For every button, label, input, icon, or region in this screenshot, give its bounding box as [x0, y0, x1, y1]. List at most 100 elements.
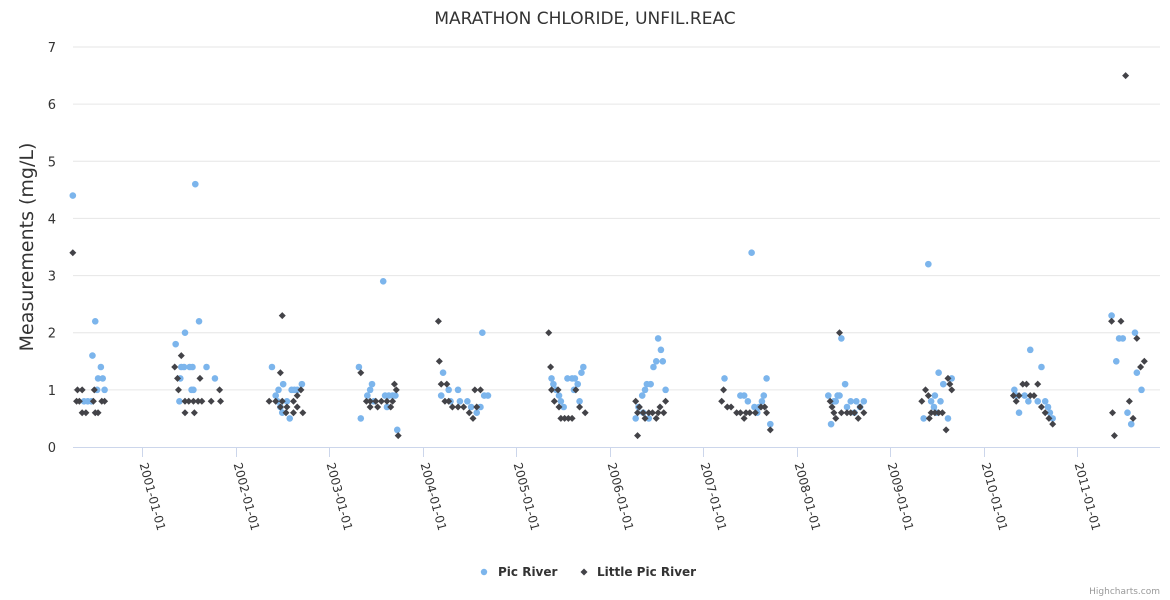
data-point[interactable] — [272, 392, 280, 399]
data-point[interactable] — [390, 380, 398, 388]
data-point[interactable] — [638, 392, 646, 399]
data-point[interactable] — [195, 317, 203, 325]
data-point[interactable] — [935, 409, 943, 417]
data-point[interactable] — [476, 386, 484, 394]
data-point[interactable] — [190, 409, 198, 417]
data-point[interactable] — [174, 374, 182, 382]
data-point[interactable] — [276, 369, 284, 377]
data-point[interactable] — [1119, 335, 1127, 342]
data-point[interactable] — [847, 409, 855, 417]
data-point[interactable] — [387, 403, 395, 411]
data-point[interactable] — [1125, 397, 1133, 405]
data-point[interactable] — [935, 369, 942, 377]
data-point[interactable] — [366, 386, 374, 394]
data-point[interactable] — [456, 397, 464, 405]
data-point[interactable] — [1117, 317, 1125, 325]
data-point[interactable] — [298, 380, 306, 388]
data-point[interactable] — [1023, 380, 1031, 388]
data-point[interactable] — [1127, 420, 1135, 428]
credits-link[interactable]: Highcharts.com — [1089, 587, 1160, 597]
data-point[interactable] — [838, 335, 845, 342]
data-point[interactable] — [939, 380, 947, 388]
data-point[interactable] — [557, 414, 565, 422]
data-point[interactable] — [181, 329, 189, 337]
data-point[interactable] — [548, 375, 555, 382]
data-point[interactable] — [548, 386, 556, 394]
data-point[interactable] — [850, 409, 858, 417]
data-point[interactable] — [454, 403, 462, 411]
data-point[interactable] — [393, 426, 401, 434]
data-point[interactable] — [1012, 397, 1020, 405]
data-point[interactable] — [293, 392, 301, 400]
data-point[interactable] — [1025, 397, 1032, 405]
data-point[interactable] — [293, 386, 301, 394]
data-point[interactable] — [190, 386, 197, 394]
data-point[interactable] — [645, 415, 653, 422]
data-point[interactable] — [574, 380, 582, 388]
data-point[interactable] — [177, 352, 185, 360]
data-point[interactable] — [659, 357, 667, 365]
data-point[interactable] — [645, 409, 653, 417]
data-point[interactable] — [654, 409, 662, 417]
data-point[interactable] — [1131, 329, 1139, 337]
data-point[interactable] — [217, 397, 225, 405]
data-point[interactable] — [948, 386, 956, 394]
data-point[interactable] — [389, 397, 397, 405]
data-point[interactable] — [854, 414, 862, 422]
data-point[interactable] — [766, 426, 774, 434]
data-point[interactable] — [477, 403, 484, 411]
data-point[interactable] — [555, 392, 563, 399]
data-point[interactable] — [1019, 380, 1027, 388]
data-point[interactable] — [364, 392, 371, 399]
data-point[interactable] — [920, 415, 927, 422]
data-point[interactable] — [293, 403, 301, 411]
data-point[interactable] — [203, 363, 210, 371]
data-point[interactable] — [656, 403, 664, 411]
data-point[interactable] — [550, 380, 557, 388]
data-point[interactable] — [1044, 403, 1052, 411]
data-point[interactable] — [78, 409, 86, 417]
data-point[interactable] — [1133, 334, 1141, 342]
data-point[interactable] — [484, 392, 492, 399]
data-point[interactable] — [571, 375, 579, 382]
data-point[interactable] — [286, 415, 294, 422]
data-point[interactable] — [718, 397, 726, 405]
data-point[interactable] — [1011, 386, 1018, 394]
data-point[interactable] — [372, 397, 380, 405]
data-point[interactable] — [357, 415, 365, 422]
data-point[interactable] — [1049, 415, 1056, 422]
data-point[interactable] — [1108, 312, 1115, 319]
data-point[interactable] — [560, 403, 567, 411]
data-point[interactable] — [278, 312, 286, 320]
data-point[interactable] — [841, 380, 849, 388]
data-point[interactable] — [189, 397, 197, 405]
data-point[interactable] — [847, 397, 855, 405]
data-point[interactable] — [944, 374, 952, 382]
data-point[interactable] — [172, 340, 179, 348]
data-point[interactable] — [746, 409, 754, 417]
data-point[interactable] — [860, 409, 868, 417]
data-point[interactable] — [69, 249, 77, 257]
data-point[interactable] — [557, 397, 565, 405]
data-point[interactable] — [91, 317, 99, 325]
data-point[interactable] — [654, 335, 662, 342]
data-point[interactable] — [171, 363, 179, 371]
data-point[interactable] — [99, 375, 107, 382]
data-point[interactable] — [276, 403, 284, 411]
data-point[interactable] — [437, 392, 445, 399]
data-point[interactable] — [564, 414, 572, 422]
data-point[interactable] — [1041, 409, 1049, 417]
data-point[interactable] — [101, 386, 108, 394]
data-point[interactable] — [767, 420, 774, 428]
data-point[interactable] — [948, 375, 956, 382]
data-point[interactable] — [1009, 392, 1017, 400]
data-point[interactable] — [272, 397, 280, 405]
data-point[interactable] — [720, 386, 728, 394]
data-point[interactable] — [748, 249, 755, 257]
legend-item-little-pic-river[interactable]: Little Pic River — [580, 565, 697, 579]
data-point[interactable] — [853, 397, 860, 405]
data-point[interactable] — [194, 397, 202, 405]
data-point[interactable] — [97, 363, 105, 371]
data-point[interactable] — [297, 386, 305, 394]
data-point[interactable] — [740, 414, 748, 422]
